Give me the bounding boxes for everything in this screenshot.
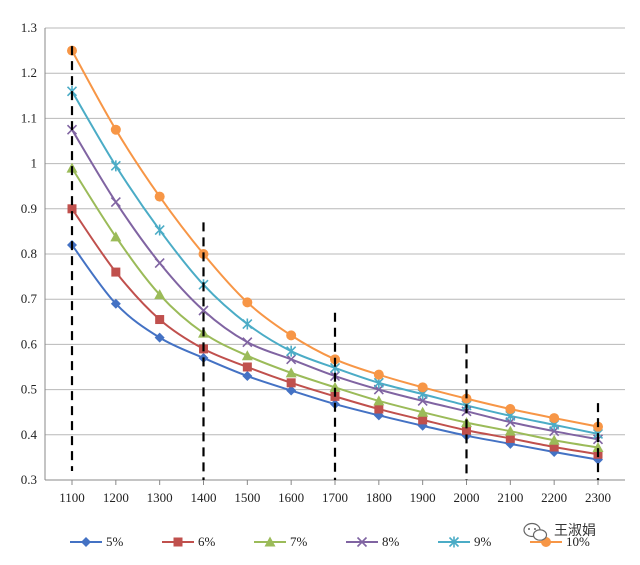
y-tick-label: 1 <box>31 156 38 171</box>
data-point <box>110 298 121 309</box>
data-point <box>505 404 516 415</box>
data-point <box>549 442 559 452</box>
y-tick-label: 0.3 <box>21 472 37 487</box>
data-point <box>286 330 297 341</box>
data-point <box>110 124 121 135</box>
y-tick-label: 0.8 <box>21 246 37 261</box>
legend-marker <box>448 536 460 548</box>
data-point <box>111 267 121 277</box>
data-point <box>154 289 166 300</box>
data-point <box>242 337 253 348</box>
data-point <box>505 433 515 443</box>
data-point <box>373 395 385 406</box>
data-point <box>504 425 516 436</box>
legend-marker <box>173 537 183 547</box>
data-point <box>110 231 122 242</box>
data-point <box>286 385 297 396</box>
y-tick-label: 1.2 <box>21 65 37 80</box>
data-point <box>462 425 471 435</box>
data-point <box>592 441 604 452</box>
x-tick-label: 1700 <box>322 490 348 505</box>
data-point <box>198 305 209 316</box>
legend-marker <box>264 536 276 547</box>
data-point <box>417 382 428 393</box>
x-tick-label: 2100 <box>497 490 523 505</box>
data-point <box>110 160 121 172</box>
watermark-text: 王淑娟 <box>554 523 596 539</box>
data-point <box>461 393 472 404</box>
reference-lines <box>70 46 600 480</box>
y-tick-label: 1.1 <box>21 110 37 125</box>
legend-marker <box>356 536 368 548</box>
legend-label: 8% <box>382 534 400 549</box>
x-tick-label: 1600 <box>278 490 304 505</box>
watermark: 王淑娟 <box>523 522 596 541</box>
data-point <box>329 381 341 392</box>
x-tick-label: 1400 <box>191 490 217 505</box>
x-tick-label: 1200 <box>103 490 129 505</box>
y-tick-label: 0.5 <box>21 382 37 397</box>
x-tick-label: 1500 <box>234 490 260 505</box>
data-point <box>242 318 253 330</box>
data-point <box>548 434 560 445</box>
x-tick-label: 1300 <box>147 490 173 505</box>
legend-label: 6% <box>198 534 216 549</box>
series-markers <box>66 45 604 465</box>
data-point <box>286 354 297 365</box>
y-tick-label: 0.7 <box>21 291 38 306</box>
x-tick-labels: 1100 1200 1300 1400 1500 1600 1700 1800 1900 2000… <box>59 490 611 505</box>
data-point <box>154 332 165 343</box>
data-point <box>241 350 253 361</box>
x-tick-label: 2000 <box>454 490 480 505</box>
data-point <box>154 224 165 236</box>
data-point <box>286 345 297 357</box>
x-tick-label: 2300 <box>585 490 611 505</box>
y-tick-labels: 0.3 0.4 0.5 0.6 0.7 0.8 0.9 1 1.1 1.2 1.3 <box>21 20 38 487</box>
x-tick-label: 1100 <box>59 490 85 505</box>
data-point <box>285 367 297 378</box>
data-point <box>286 378 296 388</box>
data-point <box>242 297 253 308</box>
x-tick-label: 1900 <box>410 490 436 505</box>
data-point <box>374 404 384 414</box>
legend-label: 10% <box>566 534 590 549</box>
legend-marker <box>81 537 91 547</box>
data-point <box>155 315 165 325</box>
y-tick-label: 1.3 <box>21 20 37 35</box>
gridlines <box>45 27 625 481</box>
legend-label: 7% <box>290 534 308 549</box>
data-point <box>373 369 384 380</box>
data-point <box>242 371 253 382</box>
data-point <box>242 362 252 372</box>
axes <box>44 28 625 485</box>
data-point <box>67 204 77 214</box>
y-tick-label: 0.4 <box>21 427 38 442</box>
data-point <box>549 413 560 424</box>
series-line-5pct <box>71 244 599 461</box>
x-tick-label: 1800 <box>366 490 392 505</box>
data-point <box>154 191 165 202</box>
data-point <box>417 406 429 417</box>
legend-label: 5% <box>106 534 124 549</box>
legend-label: 9% <box>474 534 492 549</box>
data-point <box>154 257 165 269</box>
legend: 5% 6% 7% 8% 9% 10% <box>70 534 590 549</box>
wechat-icon <box>523 522 548 541</box>
data-point <box>110 196 121 208</box>
data-point <box>418 415 428 425</box>
x-tick-label: 2200 <box>541 490 567 505</box>
y-tick-label: 0.9 <box>21 201 37 216</box>
y-tick-label: 0.6 <box>21 336 38 351</box>
